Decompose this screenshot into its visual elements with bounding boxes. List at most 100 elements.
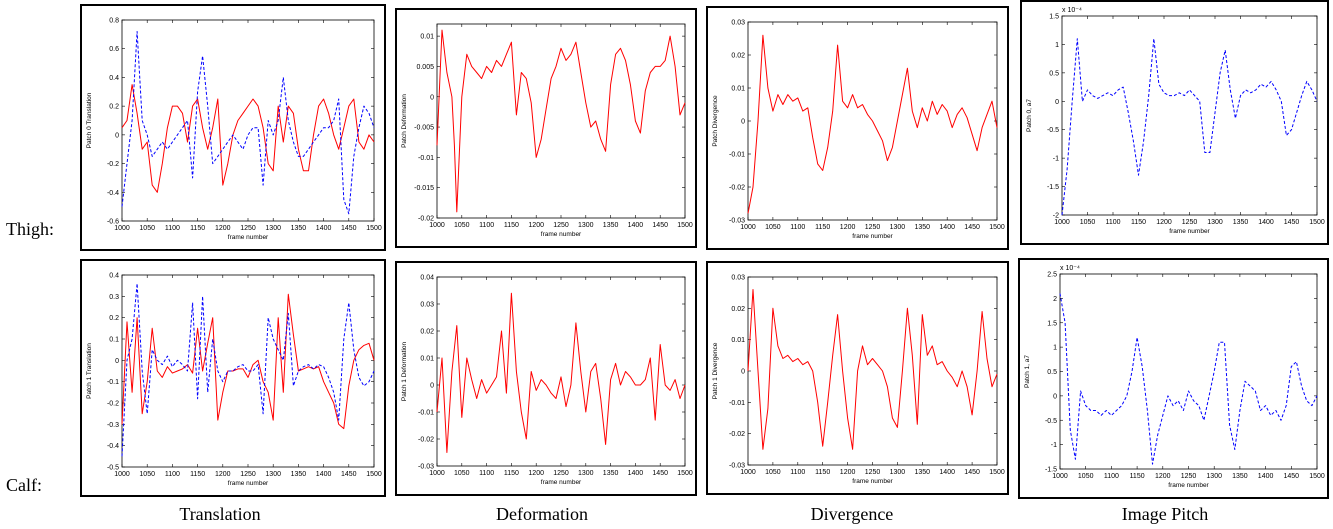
y-tick-label: -0.015 [414,185,434,192]
y-tick-label: 0.04 [420,275,434,282]
y-axis-label: Patch Deformation [401,94,408,148]
y-axis-label: Patch 0, a7 [1026,99,1033,132]
plot-frame [1059,273,1318,470]
col-label-image-pitch: Image Pitch [1121,504,1209,524]
y-tick-label: 0.5 [1049,70,1059,77]
plot-frame [1061,15,1318,216]
y-tick-label: -1 [1053,156,1059,163]
x-tick-label: 1400 [316,471,332,478]
chart-svg: 1000 1050 1100 1150 1200 1250 1300 1350 1400 1450… [401,275,693,487]
x-tick-label: 1250 [240,471,256,478]
x-tick-label: 1400 [1258,219,1274,226]
y-tick-label: 1.5 [1049,14,1059,21]
x-tick-label: 1100 [790,224,805,231]
x-tick-label: 1100 [1104,473,1119,480]
y-tick-label: -0.005 [414,125,434,132]
y-axis-label: Patch 1, a7 [1024,355,1031,388]
x-tick-label: 1250 [1182,219,1198,226]
x-tick-label: 1050 [765,224,781,231]
chart-svg: 1000 1050 1100 1150 1200 1250 1300 1350 1400 1450… [86,18,382,242]
y-tick-label: 0.8 [109,18,119,25]
y-axis-label: Patch 1 Divergence [712,342,719,399]
x-tick-label: 1050 [1078,473,1094,480]
plot-frame [436,23,686,219]
row-label-thigh: Thigh: [6,219,54,239]
x-tick-label: 1050 [454,470,470,477]
y-tick-label: -1.5 [1047,184,1059,191]
x-tick-label: 1450 [652,222,668,229]
y-tick-label: 0.01 [731,86,745,93]
y-tick-label: 0.01 [420,34,434,41]
y-tick-label: 0 [1055,99,1059,106]
col-label-translation: Translation [179,504,261,524]
y-tick-label: 0.005 [416,64,434,71]
x-tick-label: 1100 [165,471,180,478]
y-tick-label: 0 [430,94,434,101]
chart-svg: 1000 1050 1100 1150 1200 1250 1300 1350 1400 1450… [1026,7,1325,235]
x-tick-label: 1250 [553,470,569,477]
x-tick-label: 1400 [1258,473,1274,480]
y-tick-label: 0.03 [420,302,434,309]
y-tick-label: -0.2 [107,401,119,408]
y-tick-label: 1.5 [1047,320,1057,327]
y-tick-label: 0.4 [109,75,119,82]
y-tick-label: 0.3 [109,294,119,301]
chart-svg: 1000 1050 1100 1150 1200 1250 1300 1350 1400 1450… [1024,265,1325,489]
blue-series-line [121,283,375,457]
x-tick-label: 1500 [366,471,382,478]
y-axis-label: Patch 1 Deformation [401,341,408,401]
y-tick-label: -0.03 [729,218,745,225]
y-tick-label: 0.6 [109,46,119,53]
red-series-line [436,292,686,453]
y-exponent-label: x 10⁻⁴ [1060,265,1080,272]
x-tick-label: 1500 [989,224,1005,231]
y-tick-label: 0.03 [731,20,745,27]
x-tick-label: 1000 [429,222,445,229]
x-tick-label: 1200 [215,225,231,232]
x-tick-label: 1000 [740,469,756,476]
x-tick-label: 1050 [765,469,781,476]
blue-series-line [1059,293,1318,465]
y-tick-label: -0.5 [107,465,119,472]
x-tick-label: 1350 [1233,219,1249,226]
x-tick-label: 1150 [1130,473,1145,480]
y-tick-label: 0.02 [420,329,434,336]
calf-translation-chart: 1000 1050 1100 1150 1200 1250 1300 1350 1400 1450… [80,259,386,497]
y-tick-label: -1.5 [1045,467,1057,474]
red-series-line [747,34,998,214]
y-tick-label: 0.4 [109,273,119,280]
x-tick-label: 1350 [603,470,619,477]
x-tick-label: 1150 [504,470,519,477]
x-tick-label: 1050 [454,222,470,229]
y-tick-label: 0 [115,358,119,365]
y-tick-label: 0 [1053,393,1057,400]
x-axis-label: frame number [541,231,582,238]
x-tick-label: 1500 [677,222,693,229]
y-tick-label: -0.2 [107,161,119,168]
y-tick-label: -2 [1053,213,1059,220]
x-tick-label: 1500 [366,225,382,232]
x-tick-label: 1050 [139,225,155,232]
x-tick-label: 1350 [1232,473,1248,480]
x-tick-label: 1500 [677,470,693,477]
x-tick-label: 1500 [1309,219,1325,226]
x-tick-label: 1200 [840,224,856,231]
y-tick-label: 0.2 [109,315,119,322]
x-tick-label: 1100 [790,469,805,476]
red-series-line [121,84,375,193]
y-tick-label: 0.2 [109,104,119,111]
y-tick-label: -0.4 [107,190,119,197]
x-tick-label: 1000 [429,470,445,477]
x-tick-label: 1300 [890,469,906,476]
chart-svg: 1000 1050 1100 1150 1200 1250 1300 1350 1400 1450… [712,275,1005,486]
x-tick-label: 1050 [1080,219,1096,226]
x-tick-label: 1150 [504,222,519,229]
x-tick-label: 1400 [628,222,644,229]
y-tick-label: -0.02 [729,185,745,192]
y-tick-label: -0.3 [107,422,119,429]
plot-frame [121,274,375,468]
y-tick-label: -0.02 [418,437,434,444]
x-axis-label: frame number [228,480,269,487]
x-tick-label: 1100 [165,225,180,232]
x-tick-label: 1400 [939,469,955,476]
